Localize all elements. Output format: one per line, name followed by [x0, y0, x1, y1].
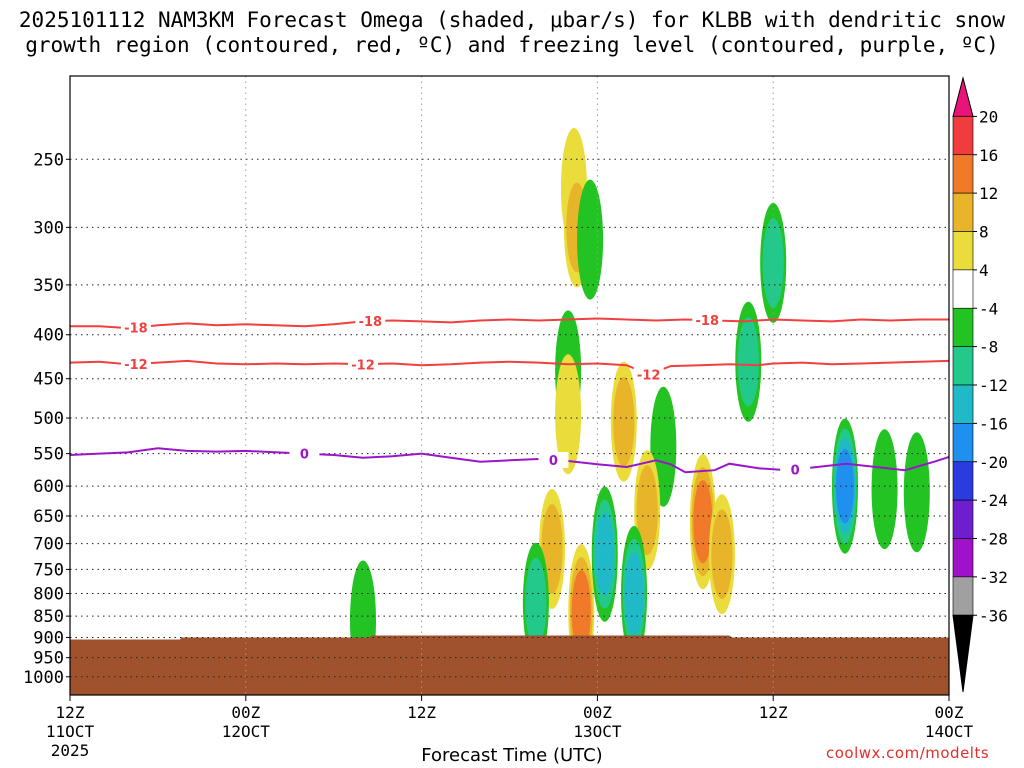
contour--18 — [70, 317, 949, 330]
grid — [70, 76, 949, 695]
omega-cell — [871, 429, 898, 550]
x-tick-label: 12Z — [407, 703, 436, 722]
colorbar-segment — [952, 307, 974, 347]
x-tick-year: 2025 — [51, 741, 90, 760]
omega-cell — [708, 494, 735, 615]
colorbar-segment — [952, 538, 974, 578]
colorbar-segment — [952, 231, 974, 271]
contour-label: -12 — [351, 358, 375, 373]
colorbar-label: -12 — [979, 376, 1008, 395]
colorbar-segment — [952, 461, 974, 501]
x-tick-label: 00Z — [231, 703, 260, 722]
contour-label: -12 — [637, 369, 661, 384]
colorbar-label: -36 — [979, 606, 1008, 625]
y-tick-label: 850 — [33, 607, 64, 627]
y-tick-label: 550 — [33, 445, 64, 465]
x-tick-sublabel: 14OCT — [925, 722, 974, 741]
y-tick-label: 450 — [33, 370, 64, 390]
y-tick-label: 900 — [33, 628, 64, 648]
x-tick-sublabel: 12OCT — [222, 722, 271, 741]
omega-cell — [522, 542, 549, 663]
y-tick-label: 250 — [33, 150, 64, 170]
colorbar-label: -16 — [979, 414, 1008, 433]
plot-frame — [69, 75, 950, 696]
omega-cell — [621, 525, 648, 662]
omega-cell — [735, 301, 762, 422]
contour-label: -18 — [696, 314, 720, 329]
contour--12 — [70, 359, 949, 376]
omega-cell — [610, 361, 637, 482]
x-tick-label: 12Z — [759, 703, 788, 722]
y-tick-label: 400 — [33, 326, 64, 346]
y-tick-label: 950 — [33, 649, 64, 669]
y-tick-label: 350 — [33, 276, 64, 296]
colorbar-segment — [952, 346, 974, 386]
colorbar-label: -32 — [979, 568, 1008, 587]
x-tick-label: 00Z — [935, 703, 964, 722]
contour-0 — [70, 447, 949, 474]
y-tick-label: 300 — [33, 218, 64, 238]
credit-link[interactable]: coolwx.com/modelts — [826, 744, 990, 762]
y-tick-label: 600 — [33, 477, 64, 497]
contours: -18 -18 -18 -12 -12 -12 0 0 0 — [70, 312, 949, 478]
colorbar-label: -24 — [979, 491, 1008, 510]
y-tick-label: 1000 — [23, 668, 64, 688]
colorbar-label: -20 — [979, 453, 1008, 472]
y-tick-label: 700 — [33, 535, 64, 555]
contour-label: 0 — [549, 454, 558, 469]
contour-label: 0 — [300, 448, 309, 463]
x-axis-title: Forecast Time (UTC) — [421, 745, 603, 766]
y-axis: 2503003504004505005506006507007508008509… — [23, 150, 70, 688]
colorbar-segment — [952, 384, 974, 424]
colorbar-segment — [952, 269, 974, 309]
colorbar-segment — [952, 499, 974, 539]
colorbar-segment — [952, 154, 974, 194]
colorbar-segment — [952, 423, 974, 463]
chart-title-line2: growth region (contoured, red, ºC) and f… — [25, 33, 999, 57]
y-tick-label: 650 — [33, 507, 64, 527]
terrain — [70, 635, 949, 695]
x-tick-label: 00Z — [583, 703, 612, 722]
y-tick-label: 500 — [33, 409, 64, 429]
y-tick-label: 800 — [33, 584, 64, 604]
omega-cell — [591, 486, 618, 622]
x-tick-sublabel: 13OCT — [573, 722, 622, 741]
x-tick-sublabel: 11OCT — [46, 722, 95, 741]
omega-cell — [903, 432, 930, 553]
colorbar-label: -28 — [979, 530, 1008, 549]
colorbar-bottom-arrow — [952, 614, 974, 693]
omega-shading — [350, 128, 930, 681]
colorbar: 20 16 12 8 4 -4 -8 -12 -16 -20 -24 -28 -32 -36 — [952, 76, 1008, 693]
colorbar-label: -8 — [979, 338, 998, 357]
terrain-fill — [70, 635, 949, 695]
colorbar-label: 16 — [979, 146, 998, 165]
omega-cell — [555, 354, 582, 475]
colorbar-label: 8 — [979, 223, 989, 242]
y-tick-label: 750 — [33, 560, 64, 580]
contour-label: -18 — [124, 321, 148, 336]
colorbar-label: -4 — [979, 299, 998, 318]
contour-label: 0 — [791, 463, 800, 478]
contour-label: -12 — [124, 358, 148, 373]
colorbar-label: 20 — [979, 107, 998, 126]
x-tick-label: 12Z — [56, 703, 85, 722]
contour-label: -18 — [359, 315, 383, 330]
colorbar-segment — [952, 116, 974, 156]
chart-title-line1: 2025101112 NAM3KM Forecast Omega (shaded… — [18, 8, 1006, 32]
omega-cell — [577, 179, 604, 300]
colorbar-top-arrow — [952, 76, 974, 117]
colorbar-segment — [952, 192, 974, 232]
colorbar-label: 4 — [979, 261, 989, 280]
colorbar-label: 12 — [979, 184, 998, 203]
omega-cell — [760, 202, 787, 323]
omega-cell — [831, 418, 858, 554]
colorbar-segment — [952, 576, 974, 616]
